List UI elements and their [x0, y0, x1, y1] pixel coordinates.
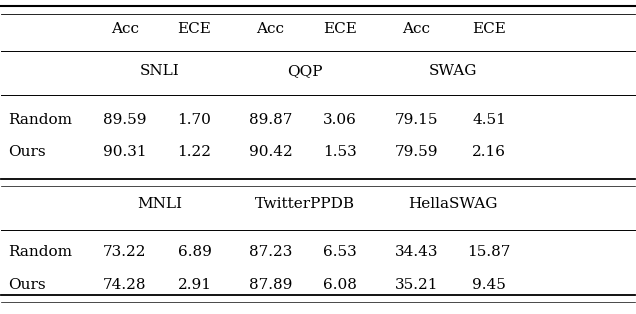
Text: 6.53: 6.53	[323, 245, 357, 259]
Text: Ours: Ours	[8, 145, 45, 159]
Text: TwitterPPDB: TwitterPPDB	[255, 197, 356, 211]
Text: ECE: ECE	[472, 22, 506, 36]
Text: Acc: Acc	[402, 22, 430, 36]
Text: SNLI: SNLI	[140, 64, 179, 78]
Text: 1.53: 1.53	[323, 145, 357, 159]
Text: 3.06: 3.06	[323, 113, 357, 127]
Text: 73.22: 73.22	[103, 245, 147, 259]
Text: 6.89: 6.89	[177, 245, 211, 259]
Text: SWAG: SWAG	[428, 64, 477, 78]
Text: 34.43: 34.43	[394, 245, 438, 259]
Text: Random: Random	[8, 245, 72, 259]
Text: 1.22: 1.22	[177, 145, 212, 159]
Text: MNLI: MNLI	[137, 197, 182, 211]
Text: 90.31: 90.31	[103, 145, 147, 159]
Text: Ours: Ours	[8, 278, 45, 292]
Text: 87.89: 87.89	[249, 278, 292, 292]
Text: ECE: ECE	[323, 22, 357, 36]
Text: 89.87: 89.87	[249, 113, 292, 127]
Text: Random: Random	[8, 113, 72, 127]
Text: 74.28: 74.28	[103, 278, 147, 292]
Text: 79.59: 79.59	[394, 145, 438, 159]
Text: 79.15: 79.15	[394, 113, 438, 127]
Text: Acc: Acc	[256, 22, 284, 36]
Text: 90.42: 90.42	[249, 145, 293, 159]
Text: 89.59: 89.59	[103, 113, 147, 127]
Text: 87.23: 87.23	[249, 245, 292, 259]
Text: HellaSWAG: HellaSWAG	[408, 197, 497, 211]
Text: 2.91: 2.91	[177, 278, 212, 292]
Text: 35.21: 35.21	[394, 278, 438, 292]
Text: ECE: ECE	[177, 22, 211, 36]
Text: 6.08: 6.08	[323, 278, 357, 292]
Text: 1.70: 1.70	[177, 113, 211, 127]
Text: QQP: QQP	[287, 64, 323, 78]
Text: 4.51: 4.51	[472, 113, 506, 127]
Text: 2.16: 2.16	[472, 145, 506, 159]
Text: 15.87: 15.87	[467, 245, 511, 259]
Text: Acc: Acc	[111, 22, 139, 36]
Text: 9.45: 9.45	[472, 278, 506, 292]
